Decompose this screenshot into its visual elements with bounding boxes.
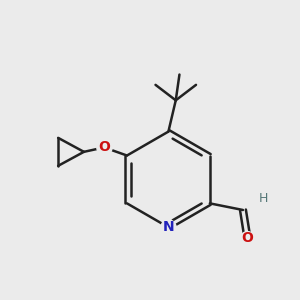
Text: O: O xyxy=(98,140,110,154)
Text: O: O xyxy=(242,231,253,244)
Text: N: N xyxy=(163,220,174,234)
Text: H: H xyxy=(259,193,268,206)
